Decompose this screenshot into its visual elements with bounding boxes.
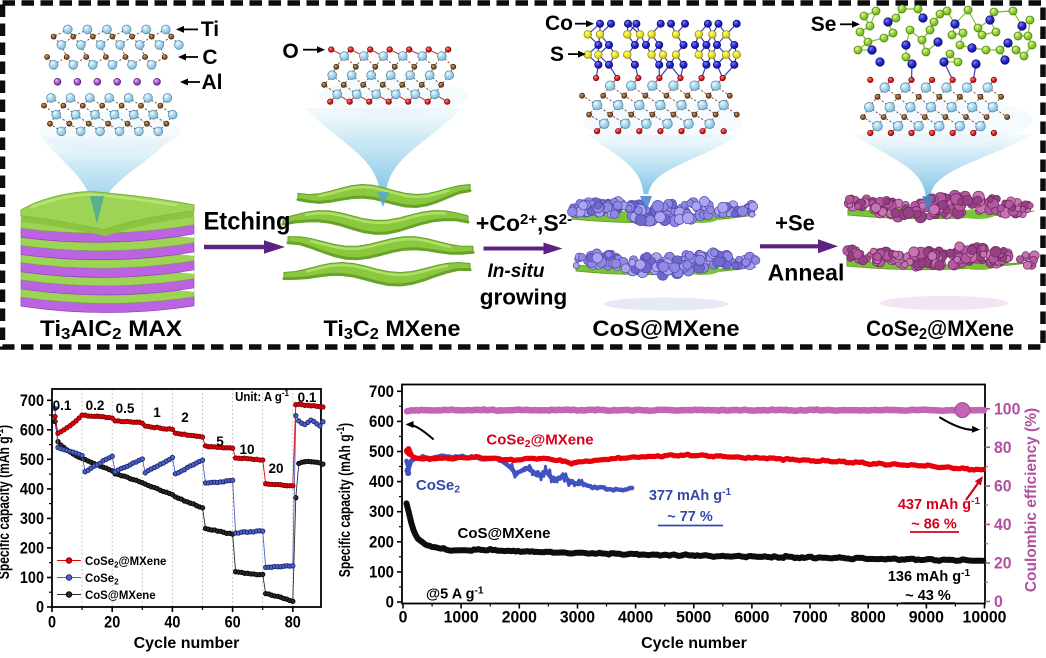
svg-text:600: 600 <box>20 421 44 439</box>
svg-text:4000: 4000 <box>618 608 653 627</box>
svg-text:10000: 10000 <box>963 608 1007 627</box>
svg-text:Etching: Etching <box>203 208 290 236</box>
svg-text:9000: 9000 <box>909 608 944 627</box>
svg-text:0.1: 0.1 <box>53 398 72 413</box>
svg-text:Cycle number: Cycle number <box>134 635 240 652</box>
svg-text:@5 A g-1​: @5 A g-1​ <box>426 586 484 603</box>
svg-text:600: 600 <box>369 413 394 431</box>
svg-text:136 mAh g-1​: 136 mAh g-1​ <box>888 568 971 585</box>
svg-text:40: 40 <box>164 613 180 631</box>
svg-text:1: 1 <box>153 405 161 420</box>
svg-text:10: 10 <box>239 442 254 457</box>
svg-text:200: 200 <box>20 539 44 557</box>
svg-text:60: 60 <box>225 613 241 631</box>
svg-text:377 mAh g-1​: 377 mAh g-1​ <box>649 487 732 504</box>
svg-text:0.1: 0.1 <box>298 390 317 405</box>
svg-text:100: 100 <box>369 564 394 582</box>
svg-text:500: 500 <box>369 443 394 461</box>
svg-text:300: 300 <box>369 503 394 521</box>
svg-text:0: 0 <box>994 593 1003 612</box>
svg-text:Cycle number: Cycle number <box>641 635 747 652</box>
svg-text:20: 20 <box>104 613 120 631</box>
svg-text:8000: 8000 <box>851 608 886 627</box>
svg-text:Se: Se <box>811 13 837 36</box>
svg-text:CoSe2​: CoSe2​ <box>416 477 460 496</box>
svg-text:0: 0 <box>36 598 44 616</box>
svg-text:CoSe2​@MXene: CoSe2​@MXene <box>486 432 593 451</box>
svg-text:~ 77 %: ~ 77 % <box>667 509 713 525</box>
svg-text:0: 0 <box>386 594 394 612</box>
svg-text:Al: Al <box>202 71 223 94</box>
svg-text:2000: 2000 <box>502 608 537 627</box>
svg-text:200: 200 <box>369 533 394 551</box>
svg-text:CoS@MXene: CoS@MXene <box>458 525 551 542</box>
svg-text:500: 500 <box>20 451 44 469</box>
svg-text:CoSe2​@MXene: CoSe2​@MXene <box>866 316 1014 343</box>
svg-text:1000: 1000 <box>444 608 479 627</box>
svg-text:20: 20 <box>994 554 1012 573</box>
svg-text:S: S <box>550 43 564 66</box>
svg-text:0.5: 0.5 <box>116 401 135 416</box>
svg-text:400: 400 <box>20 480 44 498</box>
svg-text:~ 43 %: ~ 43 % <box>905 588 951 604</box>
svg-text:700: 700 <box>369 383 394 401</box>
svg-text:80: 80 <box>285 613 301 631</box>
svg-text:O: O <box>282 40 298 63</box>
svg-text:+Se: +Se <box>775 211 815 236</box>
svg-text:80: 80 <box>994 438 1012 457</box>
svg-text:100: 100 <box>994 400 1020 419</box>
svg-text:Ti: Ti <box>201 18 219 41</box>
svg-text:400: 400 <box>369 473 394 491</box>
svg-text:437 mAh g-1​: 437 mAh g-1​ <box>898 496 981 513</box>
svg-text:Specific capacity (mAh g-1​): Specific capacity (mAh g-1​) <box>0 425 12 579</box>
svg-text:0: 0 <box>48 613 56 631</box>
svg-text:700: 700 <box>20 392 44 410</box>
svg-text:Anneal: Anneal <box>768 260 845 286</box>
svg-text:60: 60 <box>994 477 1012 496</box>
svg-text:5: 5 <box>216 434 224 449</box>
svg-text:20: 20 <box>268 461 283 476</box>
svg-text:Coulombic efficiency (%): Coulombic efficiency (%) <box>1023 408 1040 592</box>
svg-text:7000: 7000 <box>792 608 827 627</box>
svg-text:0: 0 <box>399 608 408 627</box>
svg-text:2: 2 <box>181 410 189 425</box>
svg-text:6000: 6000 <box>734 608 769 627</box>
svg-text:CoS@MXene: CoS@MXene <box>592 316 739 341</box>
svg-text:40: 40 <box>994 515 1012 534</box>
svg-text:CoSe2​: CoSe2​ <box>85 572 119 587</box>
svg-text:3000: 3000 <box>560 608 595 627</box>
svg-text:Co: Co <box>545 12 573 35</box>
svg-text:300: 300 <box>20 510 44 528</box>
svg-text:Specific capacity (mAh g-1​): Specific capacity (mAh g-1​) <box>335 423 353 577</box>
svg-text:100: 100 <box>20 569 44 587</box>
svg-text:~ 86 %: ~ 86 % <box>911 517 957 533</box>
svg-text:In-situ: In-situ <box>488 261 545 282</box>
svg-text:0.2: 0.2 <box>86 398 105 413</box>
svg-text:5000: 5000 <box>676 608 711 627</box>
svg-text:C: C <box>202 46 217 69</box>
svg-text:Unit: A g-1​: Unit: A g-1​ <box>235 388 289 405</box>
svg-text:CoSe2​@MXene: CoSe2​@MXene <box>85 555 167 570</box>
svg-text:CoS@MXene: CoS@MXene <box>85 589 156 602</box>
svg-text:growing: growing <box>480 285 567 310</box>
